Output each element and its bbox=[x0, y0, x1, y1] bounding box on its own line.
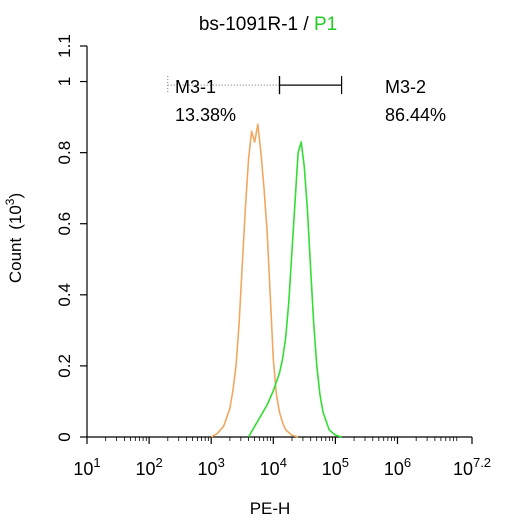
x-tick-label: 102 bbox=[135, 455, 162, 479]
x-tick-label: 104 bbox=[260, 455, 287, 479]
y-tick-label: 0.8 bbox=[55, 141, 74, 165]
y-axis-unit-close: ) bbox=[6, 193, 25, 199]
x-tick-label: 107.2 bbox=[453, 455, 491, 479]
x-tick-label: 103 bbox=[198, 455, 225, 479]
chart-title-gate: P1 bbox=[314, 14, 337, 35]
marker-1-percent: 13.38% bbox=[175, 105, 236, 125]
y-tick-label: 0 bbox=[55, 432, 74, 441]
marker-2-name: M3-2 bbox=[385, 77, 426, 97]
y-tick-label: 0.2 bbox=[55, 354, 74, 378]
marker-2-percent: 86.44% bbox=[385, 105, 446, 125]
y-axis-unit-exponent: 3 bbox=[3, 198, 17, 205]
y-tick-label: 1 bbox=[55, 77, 74, 86]
histogram-series-1 bbox=[210, 123, 299, 438]
plot-area: 0 0.2 0.4 0.6 0.8 1 1.1 101 102 103 104 105 106 107.2… bbox=[55, 34, 491, 479]
x-axis-label: PE-H bbox=[250, 499, 291, 518]
y-tick-label: 0.4 bbox=[55, 283, 74, 307]
x-tick-label: 105 bbox=[322, 455, 349, 479]
y-axis-unit: (10 bbox=[6, 205, 25, 230]
y-tick-label: 0.6 bbox=[55, 212, 74, 236]
y-axis-label-text: Count bbox=[6, 238, 25, 284]
marker-1-name: M3-1 bbox=[175, 77, 216, 97]
chart-title-prefix: bs-1091R-1 / bbox=[199, 14, 314, 35]
y-axis-label: Count (103) bbox=[3, 193, 25, 283]
y-tick-label: 1.1 bbox=[55, 34, 74, 58]
x-tick-label: 106 bbox=[384, 455, 411, 479]
x-tick-label: 101 bbox=[73, 455, 100, 479]
histogram-series-2 bbox=[247, 141, 342, 438]
chart-title: bs-1091R-1 / P1 bbox=[199, 14, 337, 35]
